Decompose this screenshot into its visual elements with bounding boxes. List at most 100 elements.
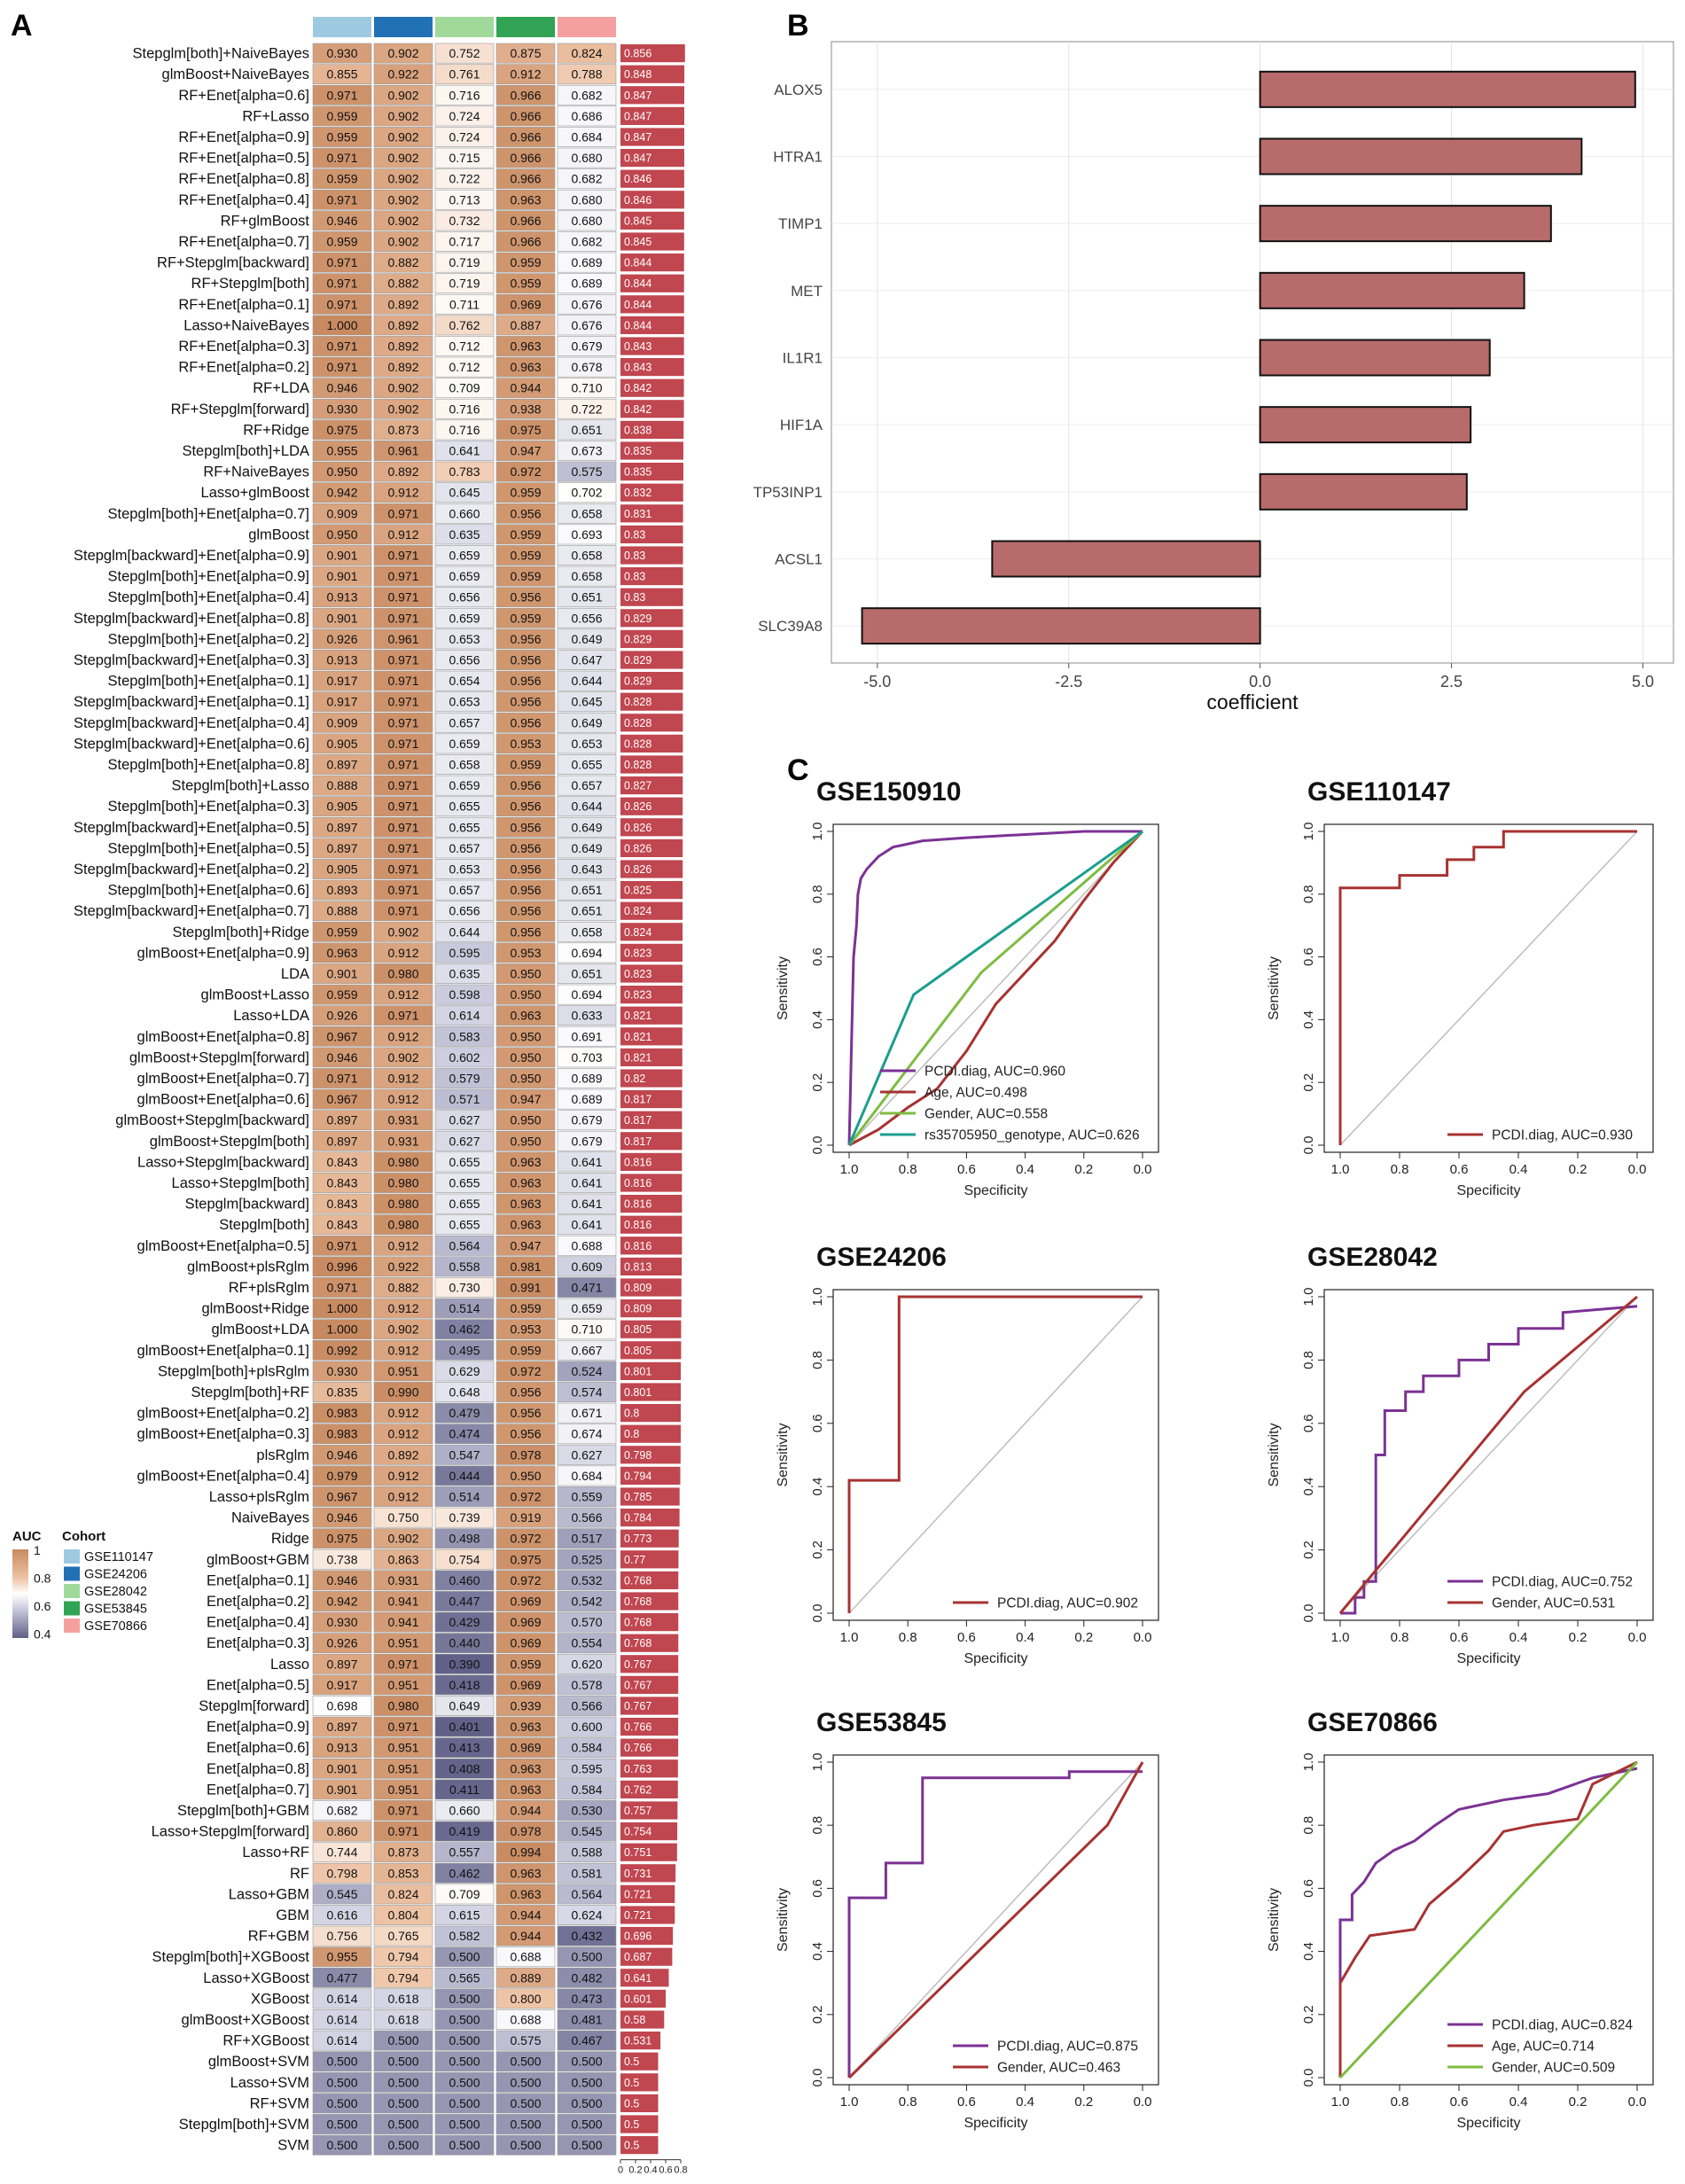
heatmap-cell-value: 0.761 (449, 67, 480, 82)
heatmap-cell (312, 398, 372, 419)
row-label: glmBoost+Stepglm[both] (150, 1134, 309, 1150)
heatmap-cell (312, 1361, 372, 1382)
heatmap-cell (373, 1611, 433, 1633)
heatmap-cell-value: 0.711 (449, 297, 480, 311)
x-axis-tick-label: 0.2 (1074, 2094, 1093, 2110)
mean-auc-bar (620, 1152, 683, 1171)
row-label: glmBoost+Lasso (201, 987, 309, 1003)
heatmap-cell (557, 419, 617, 441)
row-label: plsRglm (256, 1447, 309, 1463)
heatmap-cell (495, 1946, 556, 1968)
heatmap-cell-value: 0.950 (326, 464, 357, 479)
auc-colorbar-tick: 1 (34, 1543, 41, 1557)
heatmap-cell-value: 0.641 (571, 1176, 602, 1190)
heatmap-cell-value: 0.959 (510, 277, 541, 291)
heatmap-cell-value: 0.971 (326, 1238, 357, 1252)
heatmap-cell-value: 0.897 (326, 1113, 357, 1127)
heatmap-cell-value: 0.401 (449, 1720, 480, 1734)
heatmap-cell (557, 2030, 617, 2051)
mean-auc-value: 0.848 (624, 68, 651, 81)
heatmap-cell (312, 1298, 372, 1319)
heatmap-cell (495, 1905, 556, 1925)
row-label: Enet[alpha=0.1] (207, 1572, 309, 1588)
x-axis-tick-label: 0.8 (899, 1630, 917, 1645)
heatmap-cell (495, 1528, 556, 1549)
mean-auc-axis-tick-label: 0.8 (674, 2165, 687, 2176)
heatmap-cell (557, 1298, 617, 1319)
heatmap-cell-value: 0.542 (571, 1595, 602, 1609)
heatmap-cell (373, 2030, 433, 2051)
heatmap-cell (557, 105, 617, 127)
heatmap-cell-value: 0.627 (449, 1113, 480, 1127)
heatmap-cell (495, 1298, 556, 1319)
heatmap-cell (434, 1298, 495, 1319)
row-label: RF+Enet[alpha=0.2] (178, 360, 309, 376)
row-label: Lasso+Stepglm[both] (172, 1175, 309, 1191)
heatmap-cell (495, 2093, 556, 2114)
heatmap-cell-value: 0.658 (571, 506, 602, 520)
y-axis-title: Sensitivity (1267, 956, 1282, 1020)
heatmap-cell-value: 0.643 (571, 862, 602, 877)
heatmap-cell-value: 0.649 (571, 820, 602, 834)
heatmap-cell (434, 189, 495, 210)
heatmap-cell (434, 1548, 495, 1570)
heatmap-cell-value: 0.905 (326, 862, 357, 877)
heatmap-cell-value: 0.481 (571, 2013, 602, 2027)
heatmap-cell-value: 0.680 (571, 214, 602, 228)
x-axis-tick-label: 0.0 (1134, 1630, 1152, 1645)
x-axis-tick-label: 0.0 (1628, 1630, 1647, 1645)
heatmap-cell-value: 0.698 (326, 1699, 357, 1713)
heatmap-cell-value: 0.674 (571, 1427, 602, 1441)
heatmap-cell (495, 1026, 556, 1047)
heatmap-cell-value: 0.971 (326, 255, 357, 269)
heatmap-cell (373, 1591, 433, 1611)
legend-label: Gender, AUC=0.463 (997, 2061, 1120, 2076)
heatmap-cell-value: 0.971 (387, 883, 418, 897)
mean-auc-bar (620, 2136, 659, 2155)
heatmap-cell (312, 2051, 372, 2072)
mean-auc-value: 0.847 (624, 90, 651, 102)
heatmap-cell-value: 0.656 (449, 653, 480, 667)
mean-auc-bar (620, 1780, 678, 1798)
heatmap-cell (434, 1967, 495, 1988)
heatmap-cell (312, 1674, 372, 1696)
heatmap-cell-value: 0.983 (326, 1427, 357, 1441)
heatmap-cell (312, 336, 372, 356)
heatmap-cell (373, 1361, 433, 1382)
heatmap-cell-value: 0.500 (387, 2033, 418, 2048)
x-axis-tick-label: 1.0 (1331, 1162, 1350, 1177)
heatmap-cell (312, 64, 372, 85)
heatmap-cell (312, 1800, 372, 1821)
heatmap-cell-value: 0.888 (326, 904, 357, 918)
heatmap-cell-value: 0.676 (571, 297, 602, 311)
mean-auc-bar (620, 1383, 682, 1401)
heatmap-cell (312, 566, 372, 587)
mean-auc-value: 0.817 (624, 1114, 651, 1127)
mean-auc-value: 0.829 (624, 612, 651, 625)
diagonal-reference-line (1339, 831, 1638, 1146)
heatmap-cell-value: 0.897 (326, 758, 357, 772)
heatmap-cell-value: 0.963 (510, 1009, 541, 1023)
heatmap-cell-value: 0.419 (449, 1824, 480, 1838)
row-label: Lasso+NaiveBayes (183, 317, 309, 333)
heatmap-cell (434, 147, 495, 168)
y-axis-tick-label: 1.0 (810, 1288, 825, 1306)
heatmap-cell (373, 1005, 433, 1026)
heatmap-cell (557, 901, 617, 922)
heatmap-cell-value: 0.641 (449, 444, 480, 458)
heatmap-cell (312, 1110, 372, 1131)
mean-auc-axis-tick-label: 0.4 (644, 2165, 657, 2176)
heatmap-cell-value: 0.919 (510, 1510, 541, 1525)
heatmap-cell-value: 0.972 (510, 1532, 541, 1546)
heatmap-cell (434, 1110, 495, 1131)
coefficient-bar (1259, 70, 1636, 108)
heatmap-cell (557, 168, 617, 190)
heatmap-cell (557, 1444, 617, 1465)
gene-label: TP53INP1 (753, 484, 823, 501)
coefficient-bar (1259, 406, 1472, 444)
mean-auc-value: 0.817 (624, 1135, 651, 1148)
heatmap-cell-value: 0.418 (449, 1678, 480, 1692)
row-label: RF+NaiveBayes (203, 464, 309, 480)
heatmap-cell-value: 0.944 (510, 1908, 541, 1923)
